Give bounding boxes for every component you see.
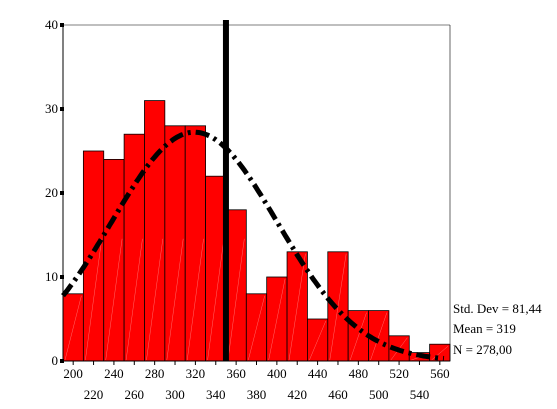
histogram-bar-8 [225,209,247,362]
x-tick-label-top-8: 520 [389,366,409,381]
y-tick-mark-4 [60,23,64,27]
y-tick-mark-3 [60,107,64,111]
x-tick-label-top-7: 480 [349,366,369,381]
x-tick-label-top-1: 240 [104,366,124,381]
bar-hatch-0 [64,295,82,361]
x-tick-label-bottom-4: 380 [247,387,267,402]
bar-hatch-7 [207,238,225,361]
bar-hatch-2 [105,238,123,361]
x-tick-label-bottom-8: 540 [410,387,430,402]
x-tick-label-top-4: 360 [226,366,246,381]
bars-layer [62,100,451,362]
x-tick-label-bottom-5: 420 [287,387,307,402]
y-tick-label-3: 30 [45,101,58,116]
histogram-bar-7 [205,175,227,362]
x-tick-label-top-5: 400 [267,366,287,381]
bar-hatch-8 [227,238,245,361]
curve-layer [61,20,445,361]
bar-hatch-10 [268,278,286,361]
bar-hatch-15 [370,312,388,361]
histogram-bar-4 [144,100,166,362]
x-tick-label-bottom-2: 300 [165,387,185,402]
bar-hatch-4 [146,238,164,361]
histogram-bar-1 [82,150,105,362]
x-tick-label-top-6: 440 [308,366,328,381]
bar-hatch-1 [85,238,102,361]
x-tick-label-bottom-6: 460 [328,387,348,402]
histogram-bar-5 [164,125,186,362]
normal-curve [61,129,445,361]
bar-hatch-11 [288,253,306,361]
bar-hatch-14 [349,312,367,361]
x-tick-label-bottom-3: 340 [206,387,226,402]
n-label: N = 278,00 [453,342,512,357]
bar-hatch-5 [166,238,184,361]
histogram-bar-2 [103,158,125,362]
x-tick-label-top-0: 200 [63,366,83,381]
y-tick-label-2: 20 [45,185,58,200]
mean-label: Mean = 319 [453,321,516,336]
x-tick-label-bottom-1: 260 [125,387,145,402]
x-tick-label-top-3: 320 [186,366,206,381]
histogram-bar-18 [429,343,451,362]
bar-hatch-6 [186,238,204,361]
x-tick-label-top-9: 560 [430,366,450,381]
bar-hatch-18 [431,346,449,361]
y-tick-label-1: 10 [45,269,58,284]
y-tick-mark-2 [60,191,64,195]
x-tick-label-top-2: 280 [145,366,165,381]
ticks-layer: 0 10 20 30 40 200 240 280 320 360 400 440 480 520 560 2… [45,17,450,402]
y-tick-mark-1 [60,275,64,279]
bar-hatch-13 [329,253,347,361]
y-tick-label-4: 40 [45,17,58,32]
std-dev-label: Std. Dev = 81,44 [453,301,542,316]
histogram-bar-6 [184,125,206,362]
x-tick-label-bottom-0: 220 [84,387,104,402]
bar-hatch-12 [309,320,327,361]
y-tick-mark-0 [60,359,64,363]
bar-hatch-9 [248,295,265,361]
bar-hatch-3 [125,238,143,361]
x-tick-label-bottom-7: 500 [369,387,389,402]
y-tick-label-0: 0 [52,353,59,368]
